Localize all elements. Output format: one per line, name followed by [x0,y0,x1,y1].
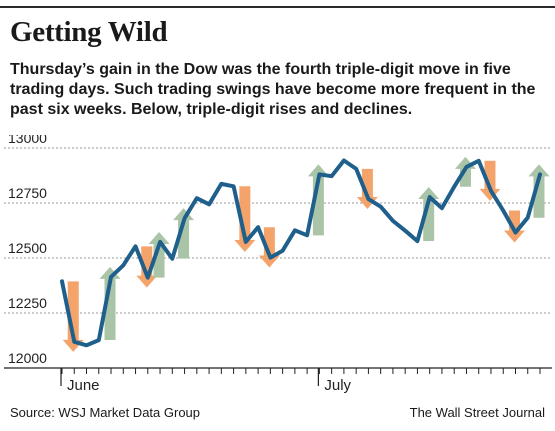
rise-arrow [173,208,195,259]
rise-arrow [528,164,550,218]
top-rule [0,6,555,8]
decline-arrow [62,281,84,352]
rise-arrow [99,266,121,341]
x-axis: June July [60,368,541,394]
move-arrows [62,156,550,352]
dow-line-chart: 12000 12250 12500 12750 13000 June July [4,135,552,394]
rise-arrow [307,164,329,236]
y-tick-label: 12000 [8,350,47,366]
month-label: July [324,377,351,394]
chart-title: Getting Wild [10,16,168,48]
y-tick-label: 12250 [8,295,47,311]
grid-layer [4,147,552,369]
chart-subtitle: Thursday’s gain in the Dow was the fourt… [10,61,536,118]
y-tick-label: 13000 [8,135,47,146]
y-tick-label: 12500 [8,240,47,256]
dow-series-line [60,158,542,348]
y-tick-label: 12750 [8,185,47,201]
month-label: June [67,377,100,394]
y-axis: 12000 12250 12500 12750 13000 [8,135,47,366]
source-note: Source: WSJ Market Data Group [10,405,201,420]
publisher-credit: The Wall Street Journal [409,405,545,420]
line-layer [60,158,542,348]
